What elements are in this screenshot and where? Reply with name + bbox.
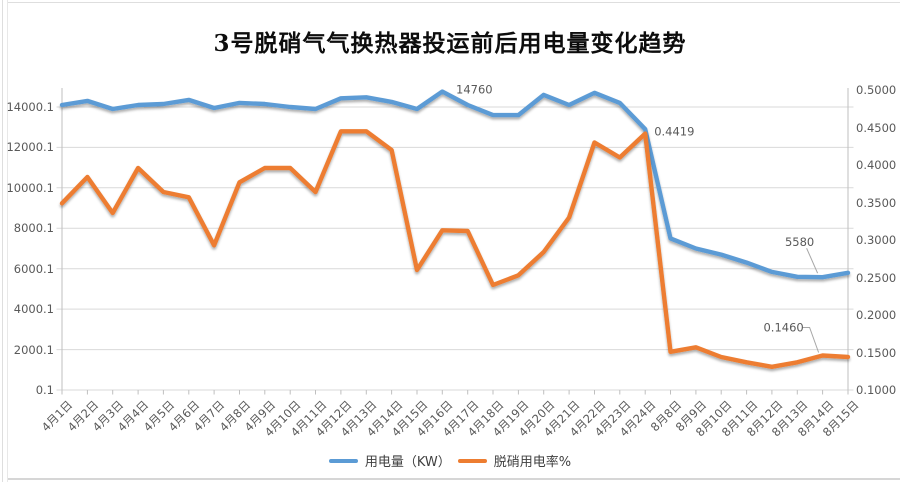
right-axis-tick-label: 0.3000 [856,233,897,247]
legend-item-rate: 脱硝用电率% [457,451,572,470]
rate-series-swatch [457,458,487,463]
right-axis-tick-label: 0.2000 [856,308,897,322]
left-axis-tick-label: 12000.1 [6,140,54,155]
left-axis-tick-label: 2000.1 [13,342,54,357]
chart-title: 3号脱硝气气换热器投运前后用电量变化趋势 [213,30,687,57]
data-label: 0.1460 [763,321,803,335]
window-top-border [8,2,900,3]
right-axis-tick-label: 0.3500 [856,195,897,210]
data-label-leader-line [802,327,820,353]
data-label: 14760 [456,83,493,97]
data-label: 0.4419 [654,125,694,139]
left-axis-tick-label: 10000.1 [6,180,54,195]
left-axis-tick-label: 6000.1 [13,261,54,276]
power-series-swatch [328,458,358,463]
legend-label-rate: 脱硝用电率% [493,455,572,470]
left-axis-tick-label: 8000.1 [13,221,54,236]
data-label-leader-line [806,247,819,274]
right-axis-tick-label: 0.4000 [856,158,897,172]
chart-legend: 用电量（KW） 脱硝用电率% [0,451,900,470]
window-bottom-border [8,478,900,480]
right-axis-tick-label: 0.4500 [856,120,897,135]
rate-series-line [59,129,851,369]
window-left-border [2,0,3,482]
right-axis-tick-label: 0.1500 [856,345,897,360]
right-axis-tick-label: 0.2500 [856,270,897,285]
power-series-line [59,89,851,280]
left-axis-tick-label: 0.1 [35,383,54,397]
left-axis-tick-label: 4000.1 [13,302,54,317]
legend-label-power: 用电量（KW） [364,455,451,470]
right-axis-tick-label: 0.5000 [856,83,897,97]
legend-item-power: 用电量（KW） [328,451,451,470]
window-left-inner-border [7,0,8,482]
data-label: 5580 [785,235,814,249]
right-axis-tick-label: 0.1000 [856,383,897,397]
left-axis-tick-label: 14000.1 [6,100,54,114]
